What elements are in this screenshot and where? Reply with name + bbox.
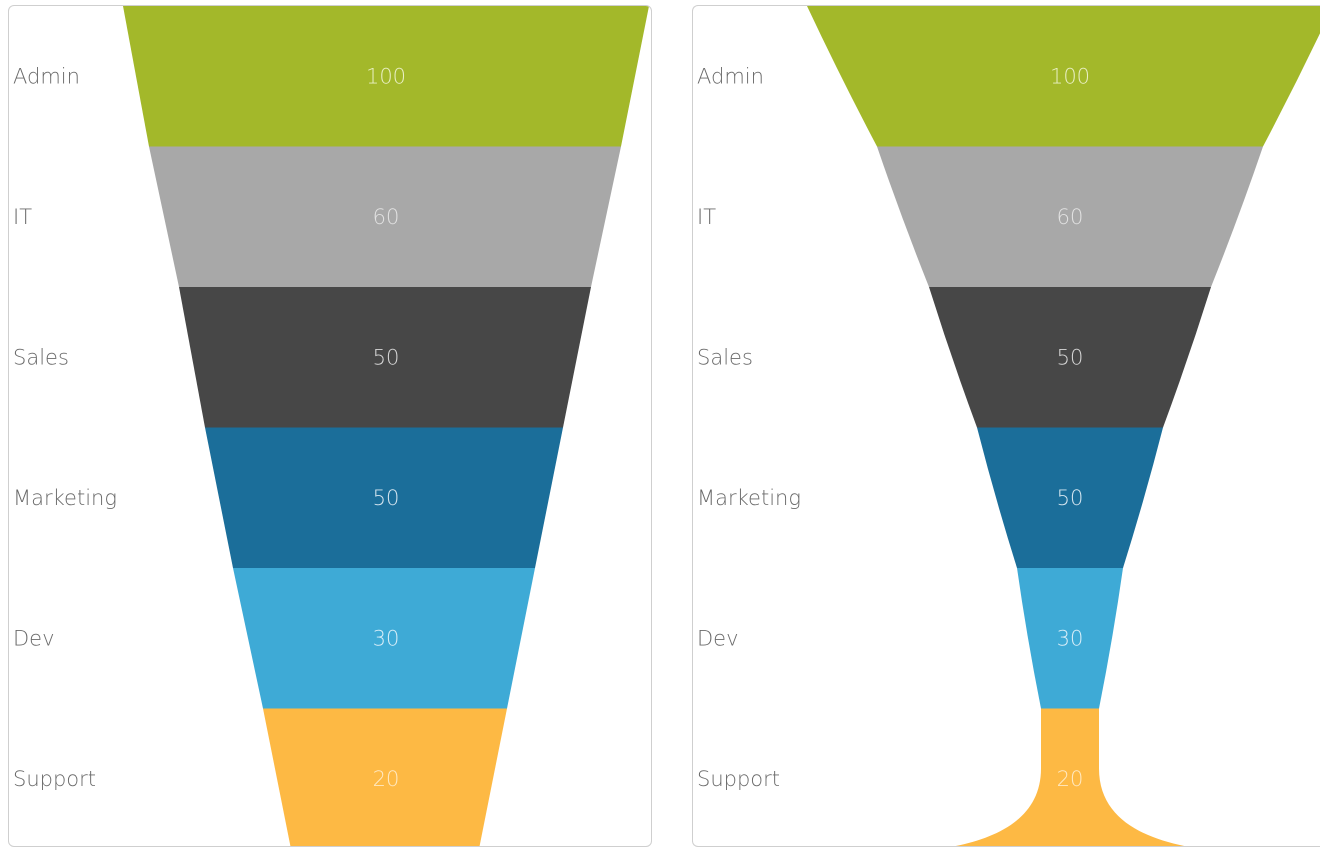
category-label-it: IT <box>13 205 32 229</box>
funnel-segment-it[interactable] <box>149 146 621 288</box>
funnel-chart-straight: Admin 100 IT 60 Sales 50 Marketing 50 Dev 30 Suppo… <box>8 5 652 847</box>
category-label-dev: Dev <box>13 626 55 650</box>
value-label-admin: 100 <box>366 64 406 88</box>
value-label-sales: 50 <box>1057 345 1084 369</box>
value-label-dev: 30 <box>1057 626 1084 650</box>
category-label-dev: Dev <box>697 626 739 650</box>
category-label-support: Support <box>13 767 96 791</box>
funnel-segment-it[interactable] <box>877 146 1263 288</box>
funnel-segment-dev[interactable] <box>1017 568 1123 709</box>
funnel-chart-straight-svg: Admin 100 IT 60 Sales 50 Marketing 50 Dev 30 Suppo… <box>13 6 649 848</box>
funnel-segment-admin[interactable] <box>123 6 649 147</box>
value-label-admin: 100 <box>1050 64 1090 88</box>
value-label-it: 60 <box>1057 205 1084 229</box>
value-label-support: 20 <box>1057 767 1084 791</box>
category-label-it: IT <box>697 205 716 229</box>
value-label-it: 60 <box>373 205 400 229</box>
value-label-sales: 50 <box>373 345 400 369</box>
funnel-chart-curved-svg: Admin 100 IT 60 Sales 50 Marketing 50 Dev 30 Suppo… <box>697 6 1320 848</box>
value-label-support: 20 <box>373 767 400 791</box>
funnel-segment-marketing[interactable] <box>977 427 1163 569</box>
category-label-sales: Sales <box>13 345 69 369</box>
category-label-sales: Sales <box>697 345 753 369</box>
funnel-segment-sales[interactable] <box>929 287 1211 428</box>
funnel-segment-support[interactable] <box>945 708 1195 848</box>
funnel-segment-sales[interactable] <box>179 287 591 428</box>
value-label-dev: 30 <box>373 626 400 650</box>
category-label-marketing: Marketing <box>697 486 801 510</box>
category-label-admin: Admin <box>697 64 764 88</box>
funnel-segment-marketing[interactable] <box>205 427 563 569</box>
value-label-marketing: 50 <box>373 486 400 510</box>
category-label-support: Support <box>697 767 780 791</box>
funnel-chart-curved: Admin 100 IT 60 Sales 50 Marketing 50 Dev 30 Suppo… <box>692 5 1320 847</box>
funnel-segment-admin[interactable] <box>807 6 1320 147</box>
value-label-marketing: 50 <box>1057 486 1084 510</box>
category-label-marketing: Marketing <box>13 486 117 510</box>
funnel-segment-dev[interactable] <box>233 568 535 709</box>
category-label-admin: Admin <box>13 64 80 88</box>
funnel-segment-support[interactable] <box>263 708 507 848</box>
